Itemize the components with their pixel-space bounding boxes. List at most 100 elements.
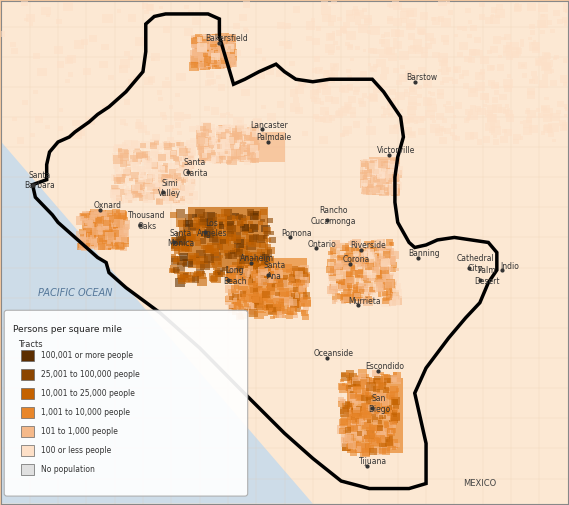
Bar xyxy=(219,224,224,229)
Bar xyxy=(85,221,91,227)
Bar xyxy=(118,213,126,220)
Bar xyxy=(233,302,241,309)
Bar xyxy=(192,47,201,56)
Bar xyxy=(104,231,108,234)
Bar xyxy=(391,189,397,194)
Bar xyxy=(126,159,133,164)
Bar xyxy=(473,37,481,43)
Bar xyxy=(379,49,388,58)
Bar xyxy=(151,58,155,61)
Bar xyxy=(387,3,391,7)
Bar xyxy=(299,269,304,273)
Bar xyxy=(385,171,393,178)
Bar xyxy=(409,87,417,94)
Bar xyxy=(194,50,202,58)
Bar xyxy=(258,288,266,295)
Bar xyxy=(251,211,261,219)
Bar xyxy=(228,47,234,53)
Bar xyxy=(237,124,247,132)
Bar xyxy=(179,220,187,227)
Bar xyxy=(352,291,361,299)
Bar xyxy=(198,137,205,143)
Bar xyxy=(87,221,96,230)
Bar xyxy=(226,276,235,284)
Bar xyxy=(212,157,220,164)
Bar xyxy=(111,174,119,181)
Bar xyxy=(266,305,272,310)
Bar xyxy=(343,430,347,434)
Bar xyxy=(188,148,196,156)
Bar xyxy=(361,183,368,189)
Bar xyxy=(198,126,203,130)
Bar xyxy=(199,130,208,138)
Bar xyxy=(233,277,238,282)
Bar xyxy=(354,381,360,386)
Bar xyxy=(335,111,343,118)
Bar xyxy=(180,230,191,239)
Bar xyxy=(174,179,182,185)
Bar xyxy=(188,207,267,268)
Bar xyxy=(250,144,258,152)
Bar xyxy=(228,42,236,48)
Bar xyxy=(118,148,122,152)
Bar xyxy=(268,273,272,277)
Bar xyxy=(217,268,225,275)
Bar xyxy=(199,257,208,265)
Bar xyxy=(376,59,386,68)
Bar xyxy=(198,53,205,59)
Bar xyxy=(250,124,259,132)
Bar xyxy=(206,128,211,132)
Bar xyxy=(141,143,146,148)
Bar xyxy=(164,182,168,186)
Bar xyxy=(348,44,353,48)
Bar xyxy=(116,167,120,171)
Bar xyxy=(366,168,376,177)
Bar xyxy=(216,130,220,133)
Bar xyxy=(421,52,428,58)
Bar xyxy=(234,275,240,280)
Bar xyxy=(119,65,127,73)
Bar xyxy=(374,284,380,289)
Bar xyxy=(211,156,215,159)
Bar xyxy=(207,243,216,251)
Bar xyxy=(365,263,373,270)
Bar xyxy=(145,162,152,169)
Bar xyxy=(233,159,237,164)
Bar xyxy=(195,252,199,257)
Bar xyxy=(80,234,84,237)
Bar xyxy=(86,224,95,232)
Bar xyxy=(361,447,368,453)
Bar xyxy=(86,232,93,238)
Bar xyxy=(159,186,166,192)
Bar xyxy=(176,73,185,81)
Bar xyxy=(201,156,205,159)
Bar xyxy=(362,253,367,258)
Bar xyxy=(90,209,99,217)
Bar xyxy=(253,295,262,303)
Bar xyxy=(419,31,424,35)
Bar xyxy=(385,188,393,195)
Bar xyxy=(249,229,253,233)
Bar xyxy=(266,287,275,295)
Bar xyxy=(370,186,374,189)
Bar xyxy=(202,271,205,274)
Bar xyxy=(120,244,127,250)
Bar xyxy=(123,140,132,147)
Bar xyxy=(362,185,369,191)
Bar xyxy=(226,147,231,153)
Bar xyxy=(352,410,360,417)
Bar xyxy=(105,226,116,235)
Bar xyxy=(248,308,255,314)
Bar xyxy=(441,128,446,132)
Bar xyxy=(394,414,397,417)
Bar xyxy=(383,287,387,292)
Bar xyxy=(294,271,299,275)
Bar xyxy=(21,445,34,457)
Bar xyxy=(267,283,275,291)
Bar xyxy=(235,300,241,305)
Bar xyxy=(221,156,225,160)
Bar xyxy=(364,178,371,185)
Bar xyxy=(233,117,244,126)
Bar xyxy=(170,150,178,157)
Bar xyxy=(238,273,245,279)
